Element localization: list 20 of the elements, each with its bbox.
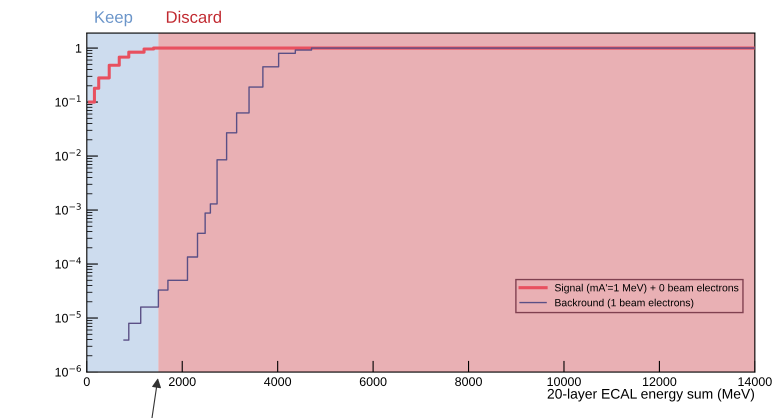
x-tick-label: 12000 (642, 377, 676, 386)
y-tick-label: 1 (76, 44, 82, 53)
x-tick-label: 4000 (264, 377, 292, 386)
legend-label: Backround (1 beam electrons) (555, 298, 694, 308)
x-tick-label: 0 (84, 377, 90, 386)
y-tick-label: 10$^{−3}$ (56, 203, 81, 215)
x-tick-label: 14000 (738, 377, 772, 386)
band-label: Discard (166, 10, 221, 23)
y-tick-label: 10$^{−4}$ (56, 257, 81, 269)
band-label: Keep (95, 11, 132, 26)
legend-label: Signal (mA'=1 MeV) + 0 beam electrons (554, 284, 738, 294)
x-axis-title: 20-layer ECAL energy sum (MeV) (548, 388, 754, 402)
y-tick-label: 10$^{−2}$ (56, 149, 81, 161)
y-tick-label: 10$^{−6}$ (56, 365, 81, 377)
y-tick-label: 10$^{−1}$ (56, 95, 81, 107)
x-tick-label: 6000 (360, 377, 387, 386)
y-tick-label: 10$^{−5}$ (56, 311, 81, 323)
x-tick-label: 2000 (168, 377, 196, 386)
x-tick-label: 8000 (455, 377, 482, 386)
x-tick-label: 10000 (548, 377, 581, 386)
